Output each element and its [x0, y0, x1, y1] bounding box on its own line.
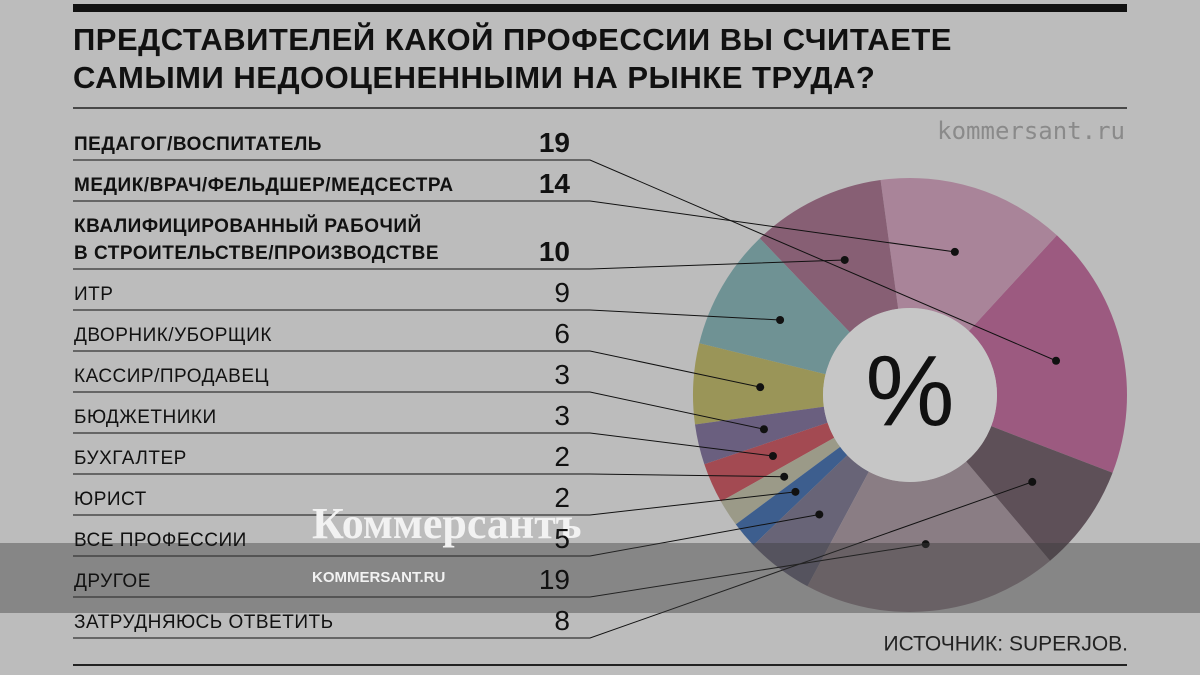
leader-dot [791, 487, 800, 496]
leader-dot [950, 247, 959, 256]
pie-slice [880, 178, 1057, 331]
pie-slice [704, 422, 835, 502]
category-label: ПЕДАГОГ/ВОСПИТАТЕЛЬ [74, 134, 322, 155]
leader-line [73, 259, 845, 270]
value-label: 3 [554, 400, 570, 431]
value-label: 2 [554, 482, 570, 513]
leader-dot [815, 510, 824, 519]
value-label: 5 [554, 523, 570, 554]
leader-line [73, 513, 820, 557]
leader-dot [776, 316, 785, 324]
value-label: 10 [538, 236, 570, 267]
leader-line [73, 309, 781, 321]
category-label: КАССИР/ПРОДАВЕЦ [74, 366, 270, 387]
leader-dot [1052, 356, 1061, 365]
leader-dot [840, 255, 849, 264]
value-label: 6 [554, 318, 570, 349]
leader-line [73, 350, 761, 388]
category-label: БЮДЖЕТНИКИ [74, 407, 217, 428]
donut-hole [823, 308, 997, 482]
leader-line [73, 491, 796, 516]
value-label: 9 [554, 277, 570, 308]
leader-line [73, 200, 955, 253]
category-label: ЗАТРУДНЯЮСЬ ОТВЕТИТЬ [74, 612, 334, 633]
category-label: ЮРИСТ [74, 489, 147, 510]
leader-dot [768, 452, 777, 461]
leader-dot [921, 540, 930, 549]
leader-line [73, 543, 926, 598]
leader-line [73, 391, 765, 430]
center-label: % [866, 335, 955, 447]
category-label: ИТР [74, 284, 114, 305]
leader-dot [759, 425, 768, 434]
pie-slice [720, 437, 841, 525]
value-label: 14 [538, 168, 570, 199]
source: ИСТОЧНИК: SUPERJOB. [883, 633, 1128, 656]
category-label: КВАЛИФИЦИРОВАННЫЙ РАБОЧИЙ В СТРОИТЕЛЬСТВ… [74, 216, 440, 264]
leader-line [73, 159, 1057, 362]
leader-dot [1028, 477, 1037, 486]
leader-line [73, 481, 1033, 639]
category-label: ВСЕ ПРОФЕССИИ [74, 530, 247, 551]
site: kommersant.ru [937, 117, 1125, 145]
pie-slice [966, 426, 1113, 561]
watermark: Коммерсантъ [312, 499, 582, 548]
category-label: МЕДИК/ВРАЧ/ФЕЛЬДШЕР/МЕДСЕСТРА [74, 175, 454, 196]
value-label: 3 [554, 359, 570, 390]
leader-dot [756, 383, 765, 392]
pie-slice [759, 180, 899, 333]
value-label: 8 [554, 605, 570, 636]
leader-line [73, 432, 774, 457]
category-label: ДРУГОЕ [74, 571, 151, 592]
category-label: ДВОРНИК/УБОРЩИК [74, 325, 272, 346]
category-label: БУХГАЛТЕР [74, 448, 187, 469]
value-label: 19 [538, 127, 570, 158]
pie-slice [735, 446, 848, 546]
top-bar [73, 4, 1127, 12]
leader-dot [780, 472, 789, 481]
value-label: 19 [538, 564, 570, 595]
chart-title: ПРЕДСТАВИТЕЛЕЙ КАКОЙ ПРОФЕССИИ ВЫ СЧИТАЕ… [73, 21, 952, 57]
chart-title: САМЫМИ НЕДООЦЕНЕННЫМИ НА РЫНКЕ ТРУДА? [73, 60, 875, 95]
watermark-band [0, 543, 1200, 613]
pie-slice [807, 461, 1051, 612]
value-label: 2 [554, 441, 570, 472]
pie-slice [968, 235, 1127, 473]
leader-line [73, 473, 785, 478]
watermark: KOMMERSANT.RU [312, 569, 445, 586]
pie-slice [753, 455, 869, 587]
pie-slice [699, 238, 850, 375]
